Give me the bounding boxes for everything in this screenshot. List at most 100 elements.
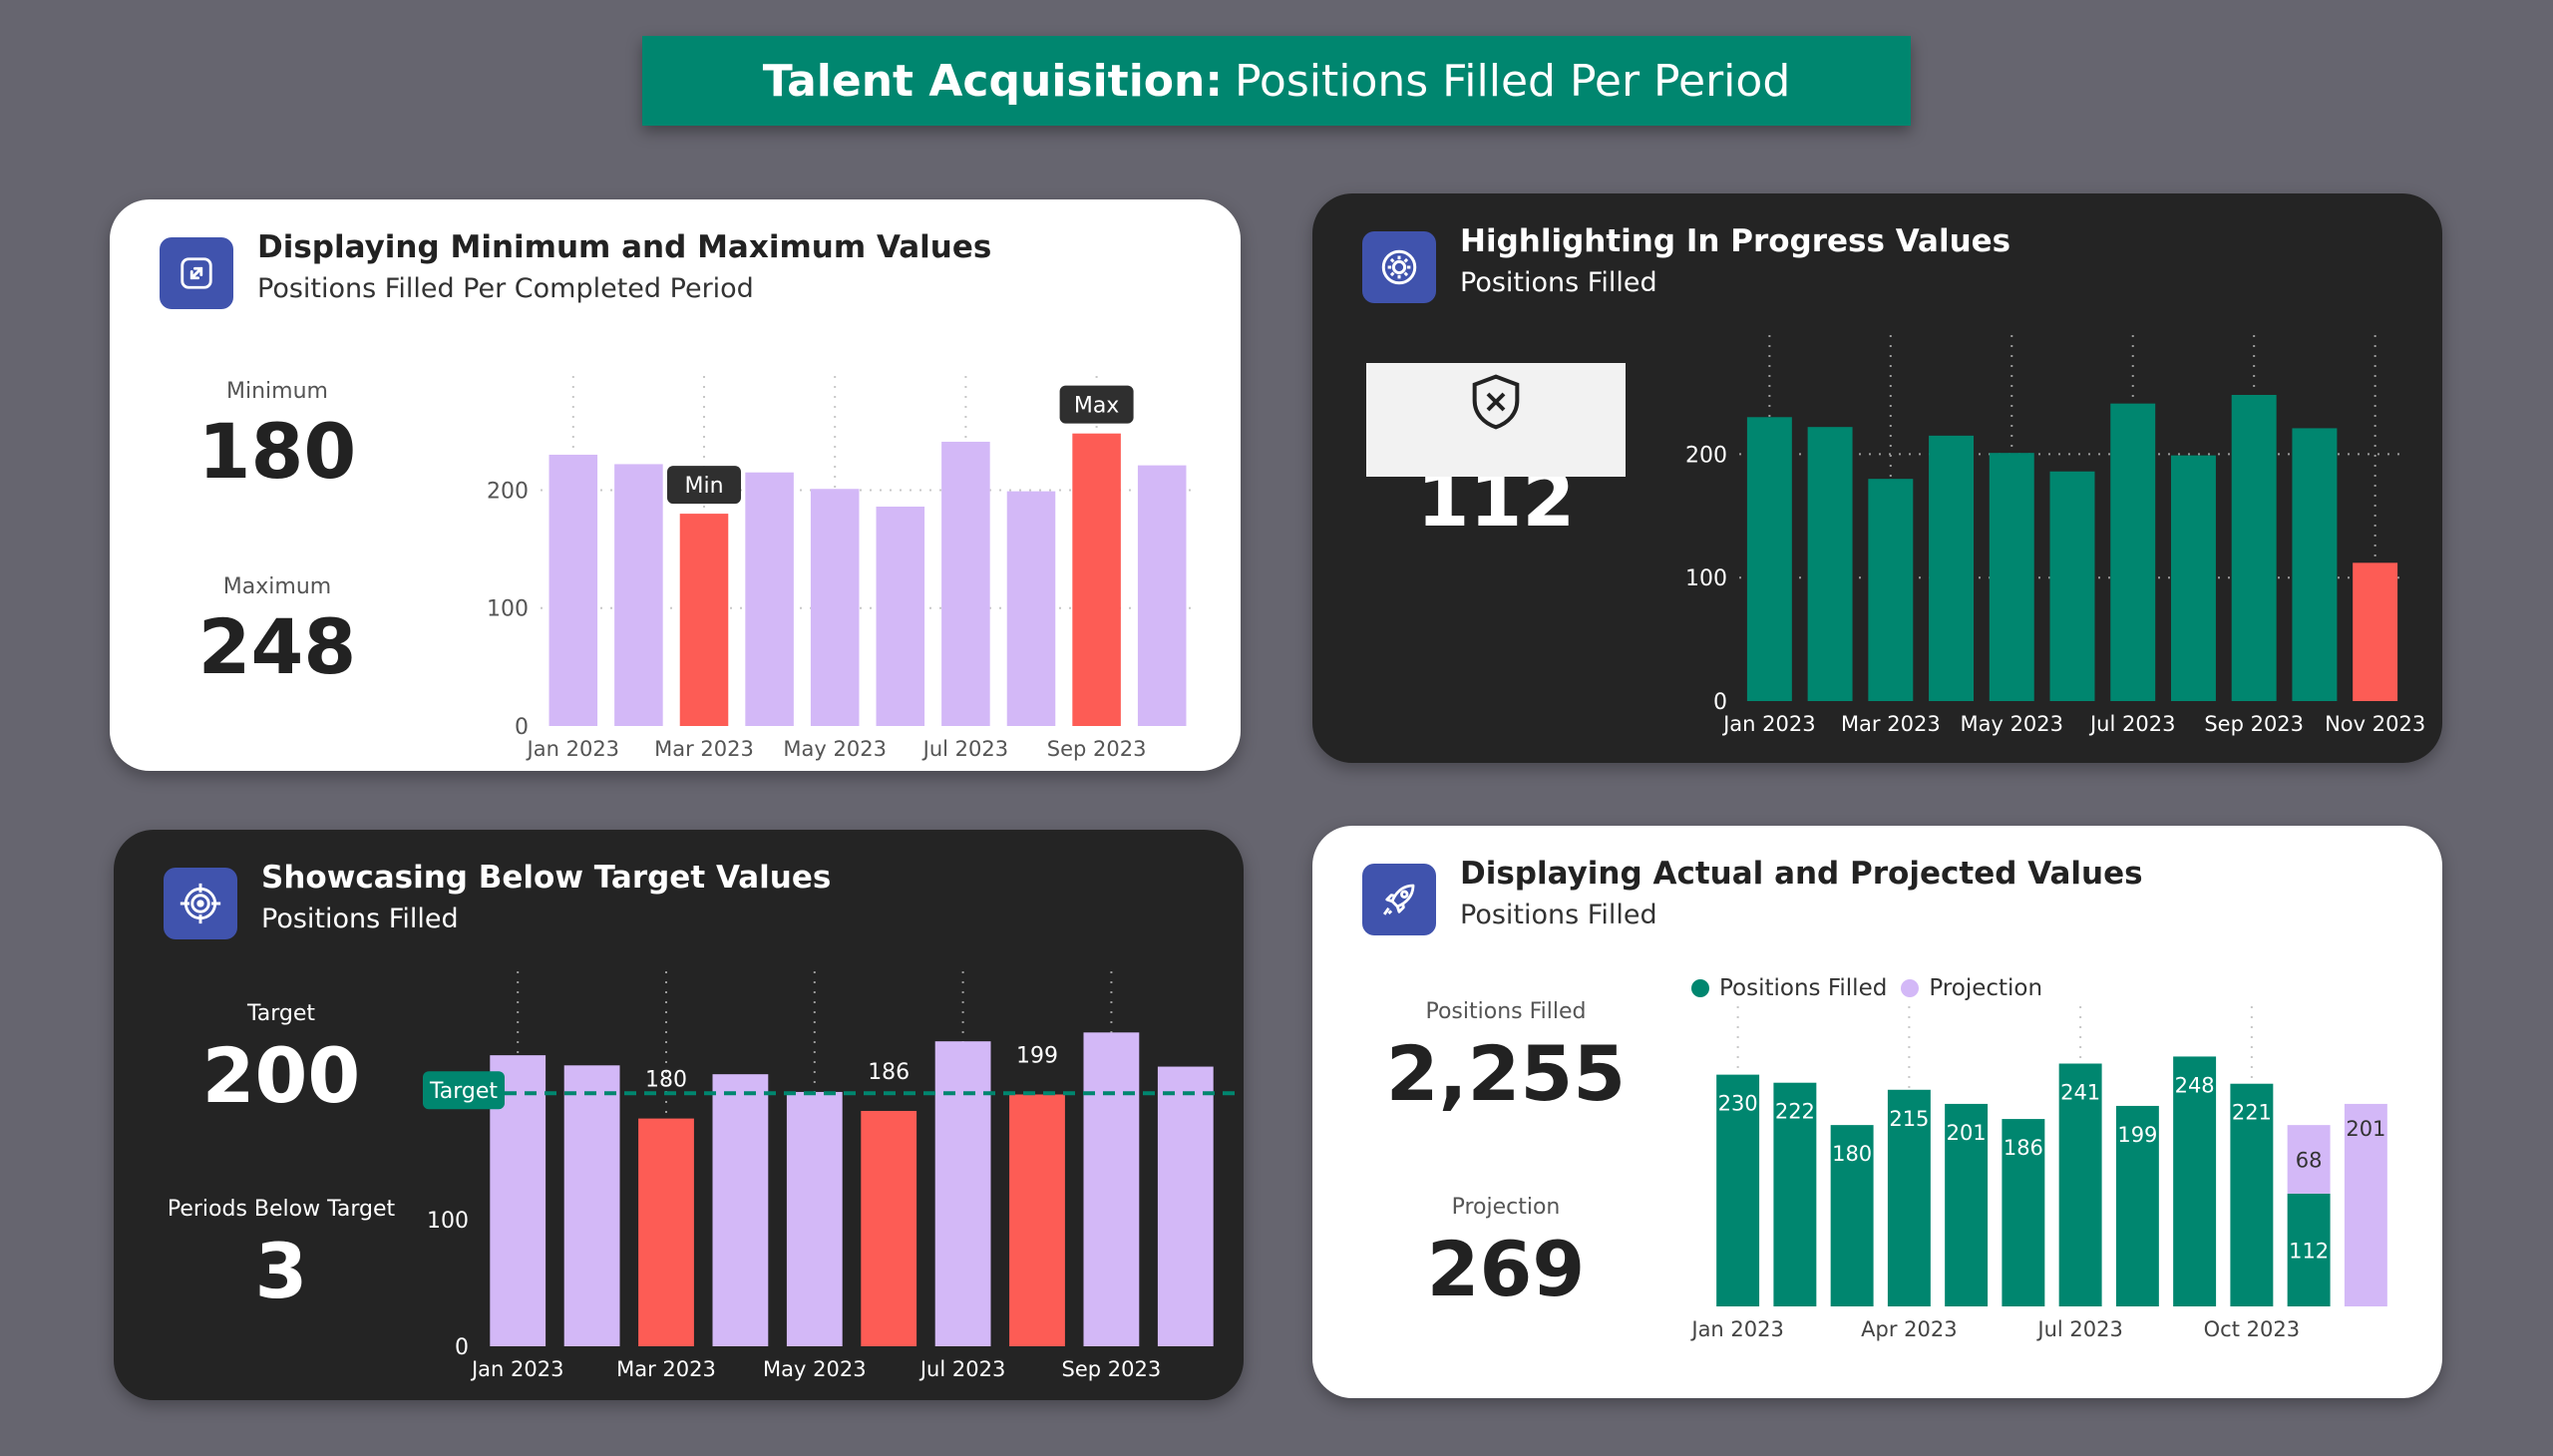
below-target-bar-chart: 0 100 Jan 2023 Mar 2023 May 2023 Jul 2023 Sep … <box>423 971 1235 1381</box>
legend-swatch-projection <box>1901 979 1920 997</box>
actual-projected-bar-chart: 230 222 180 215 201 186 241 199 248 221 112 68 201 Ja… <box>1689 1006 2387 1341</box>
gear-refresh-icon <box>1362 231 1436 303</box>
x-tick-label: Sep 2023 <box>1062 1357 1162 1381</box>
expand-arrows-icon <box>160 237 233 309</box>
bar-data-label: 241 <box>2060 1081 2100 1105</box>
annotation-label: Max <box>1074 394 1119 419</box>
target-line-label: Target <box>429 1079 498 1104</box>
x-tick-label: Mar 2023 <box>654 737 754 761</box>
x-tick-label: Mar 2023 <box>1841 712 1941 736</box>
bar <box>1009 1094 1065 1346</box>
bar <box>1830 1125 1874 1306</box>
projection-bar <box>2287 1125 2331 1194</box>
bar <box>1716 1074 1760 1306</box>
bar <box>2173 1056 2217 1306</box>
positions-filled-label: Positions Filled <box>1425 999 1587 1024</box>
min-max-bar-chart: 0 100 200 Jan 2023 Mar 2023 May 2023 Jul 2023 S… <box>487 376 1195 761</box>
y-tick-label: 100 <box>1685 566 1727 591</box>
bar <box>2170 455 2216 701</box>
bar <box>1083 1032 1140 1346</box>
bar-data-label: 112 <box>2289 1239 2329 1263</box>
bar <box>2002 1119 2045 1306</box>
x-tick-label: May 2023 <box>1960 712 2063 736</box>
bar <box>548 454 598 726</box>
annotation-badge <box>1059 385 1134 424</box>
x-tick-label: Sep 2023 <box>2204 712 2304 736</box>
bar <box>810 489 860 726</box>
visual-error-overlay <box>1366 363 1626 477</box>
bar <box>1887 1089 1931 1306</box>
panel-subtitle: Positions Filled Per Completed Period <box>257 273 754 304</box>
bar <box>2110 403 2156 701</box>
projection-data-label: 68 <box>2296 1148 2323 1172</box>
legend-label-projection: Projection <box>1929 975 2043 1001</box>
panel-subtitle: Positions Filled <box>1460 267 1657 298</box>
dashboard-title-banner: Talent Acquisition: Positions Filled Per… <box>642 36 1911 126</box>
maximum-label: Maximum <box>222 574 332 599</box>
bar <box>745 472 794 726</box>
y-tick-label: 100 <box>427 1209 469 1234</box>
legend-label-filled: Positions Filled <box>1719 975 1888 1001</box>
bar <box>941 441 990 726</box>
bar <box>1989 453 2034 701</box>
periods-below-target-label: Periods Below Target <box>167 1197 396 1222</box>
target-crosshair-icon <box>164 868 237 939</box>
panel-subtitle: Positions Filled <box>261 904 459 934</box>
y-tick-label: 100 <box>487 597 529 622</box>
periods-below-target-value: 3 <box>254 1227 308 1315</box>
y-tick-label: 200 <box>1685 443 1727 468</box>
bar <box>1137 465 1187 726</box>
actual-projected-panel: Displaying Actual and Projected Values P… <box>1312 826 2442 1398</box>
x-tick-label: Sep 2023 <box>1047 737 1147 761</box>
chart-legend: Positions Filled Projection <box>1691 975 2042 1001</box>
x-tick-label: Jul 2023 <box>918 1357 1005 1381</box>
bar <box>2292 428 2338 701</box>
x-tick-label: Jul 2023 <box>2035 1317 2122 1341</box>
bar <box>2231 394 2277 701</box>
panel-title: Highlighting In Progress Values <box>1460 223 2011 259</box>
below-target-panel: Showcasing Below Target Values Positions… <box>114 830 1244 1400</box>
bar <box>1157 1066 1214 1346</box>
bar <box>1072 433 1121 726</box>
bar <box>2115 1105 2159 1306</box>
target-label: Target <box>246 1001 316 1026</box>
minimum-value: 180 <box>197 407 357 496</box>
annotation-badge <box>667 466 741 505</box>
bar <box>934 1041 991 1346</box>
bar <box>786 1091 843 1346</box>
bar <box>614 464 663 726</box>
bar-data-label: 248 <box>2175 1073 2215 1097</box>
panel-title: Displaying Minimum and Maximum Values <box>257 229 992 265</box>
bar-data-label: 199 <box>2117 1123 2157 1147</box>
x-tick-label: Jan 2023 <box>470 1357 564 1381</box>
projection-value: 269 <box>1426 1225 1586 1313</box>
bar <box>1807 427 1853 701</box>
bar <box>2230 1083 2274 1306</box>
panel-title: Displaying Actual and Projected Values <box>1460 856 2143 892</box>
y-tick-label: 0 <box>455 1335 469 1360</box>
shield-x-icon <box>1472 374 1520 430</box>
bar <box>2058 1063 2102 1306</box>
bar-data-label: 180 <box>645 1068 687 1093</box>
bar <box>563 1065 620 1346</box>
projection-data-label: 201 <box>2346 1117 2385 1141</box>
bar <box>2287 1193 2331 1306</box>
x-tick-label: May 2023 <box>783 737 887 761</box>
x-tick-label: Jan 2023 <box>1689 1317 1784 1341</box>
banner-title-rest: Positions Filled Per Period <box>1234 55 1791 107</box>
x-tick-label: Apr 2023 <box>1861 1317 1957 1341</box>
bar-data-label: 180 <box>1832 1142 1872 1166</box>
positions-filled-value: 2,255 <box>1385 1029 1627 1118</box>
min-max-panel: Displaying Minimum and Maximum Values Po… <box>110 199 1241 771</box>
bar <box>861 1110 917 1346</box>
bar <box>1006 491 1056 726</box>
x-tick-label: Mar 2023 <box>616 1357 716 1381</box>
bar <box>1929 435 1975 701</box>
bar <box>1868 479 1914 701</box>
bar-data-label: 201 <box>1947 1121 1987 1145</box>
bar <box>2353 562 2398 701</box>
panel-title: Showcasing Below Target Values <box>261 860 832 896</box>
x-tick-label: Jan 2023 <box>526 737 620 761</box>
y-tick-label: 0 <box>515 715 529 740</box>
bar-data-label: 186 <box>868 1060 910 1085</box>
